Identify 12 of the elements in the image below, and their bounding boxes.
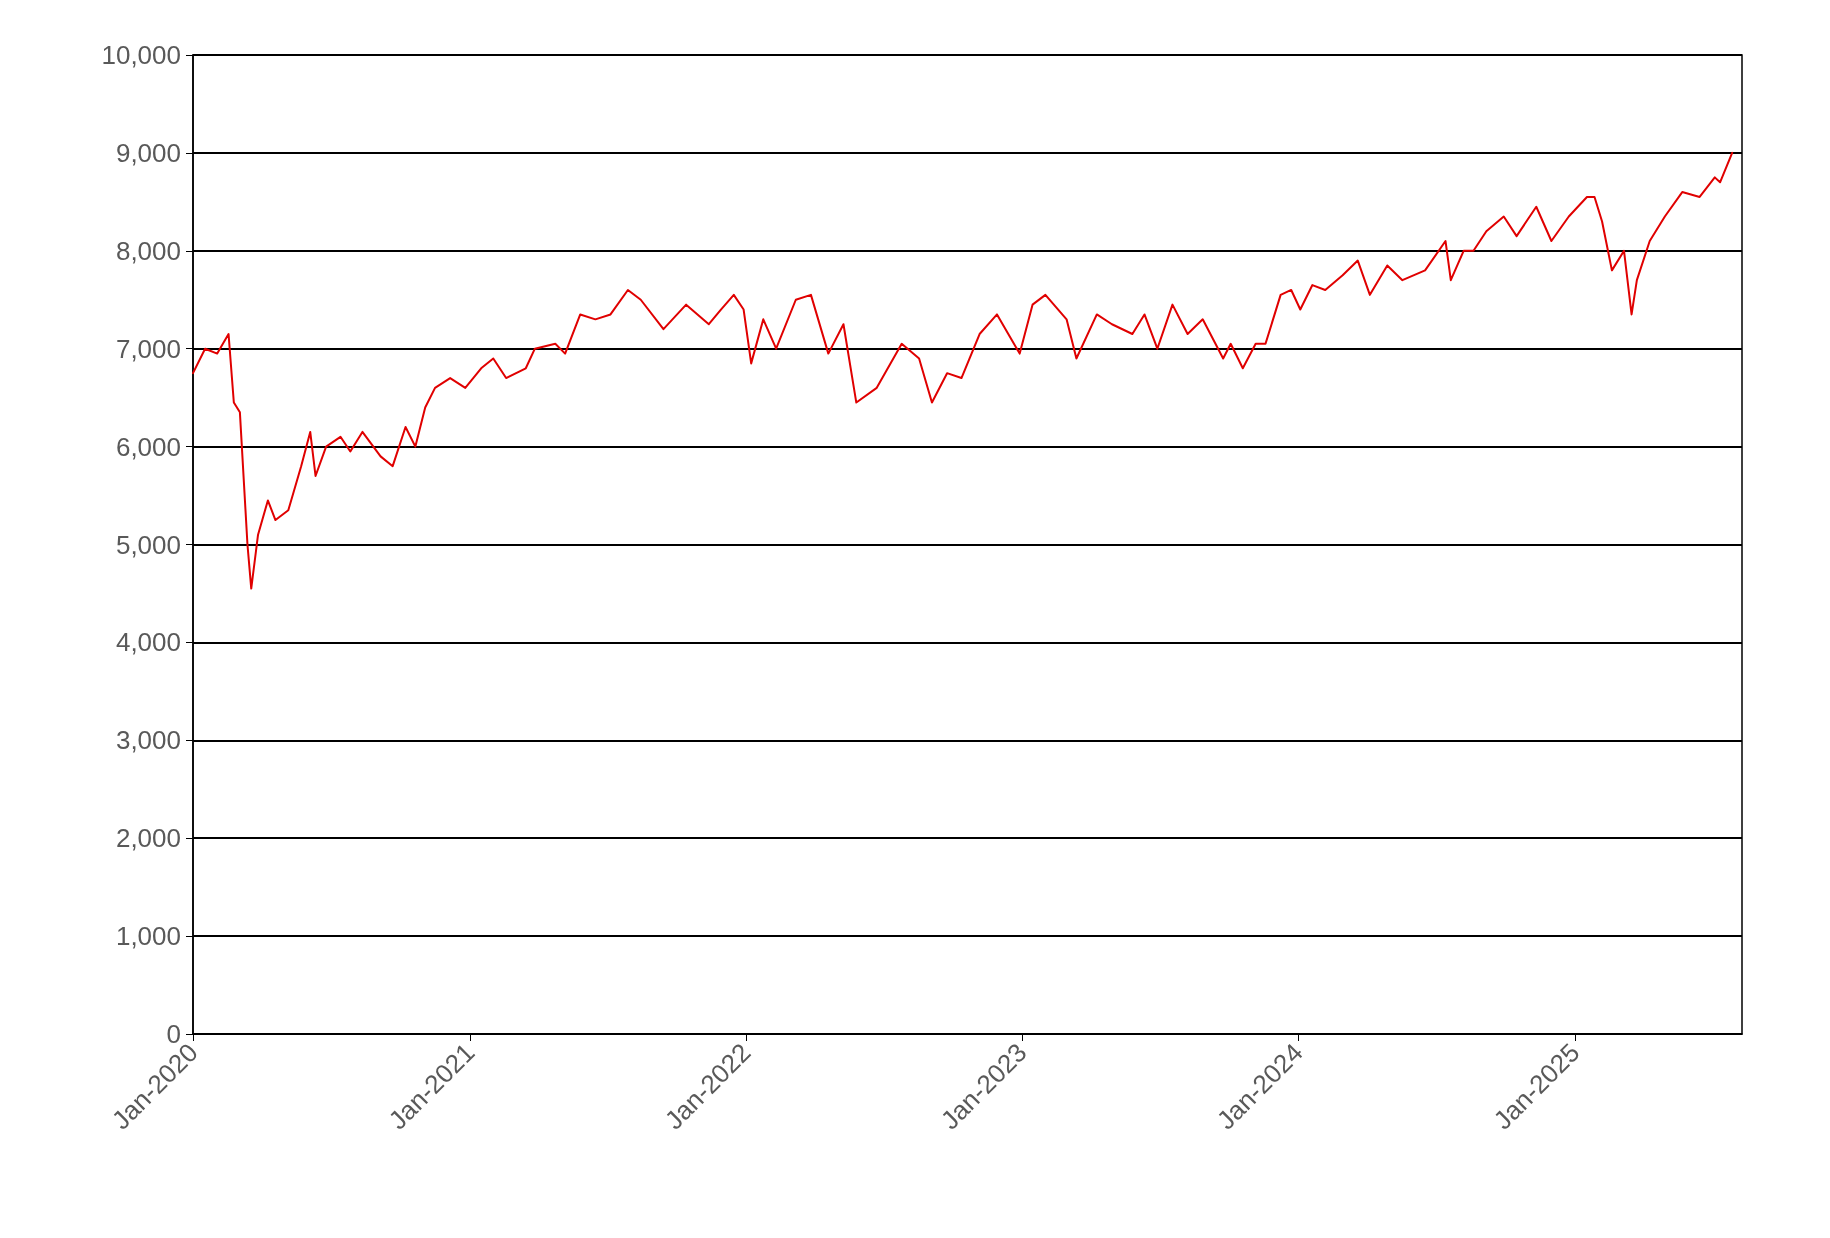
y-tick-label: 6,000 <box>115 431 181 462</box>
y-tick-label: 10,000 <box>101 40 181 70</box>
y-tick-label: 3,000 <box>115 725 181 756</box>
line-series <box>192 151 1734 590</box>
y-tick-label: 4,000 <box>115 627 181 658</box>
y-tick-label: 1,000 <box>115 921 181 952</box>
y-tick-label: 9,000 <box>115 137 181 168</box>
y-tick-label: 2,000 <box>115 823 181 854</box>
y-tick-label: 8,000 <box>115 235 181 266</box>
y-tick-label: 7,000 <box>115 333 181 364</box>
y-tick-label: 5,000 <box>115 529 181 560</box>
y-tick-label: 0 <box>166 1019 181 1049</box>
